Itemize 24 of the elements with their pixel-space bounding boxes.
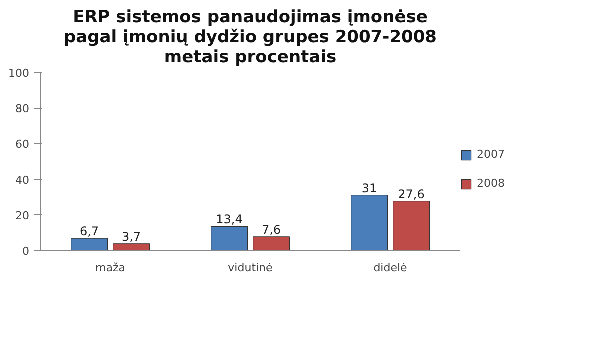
legend-label: 2008 bbox=[477, 177, 505, 190]
chart-title: ERP sistemos panaudojimas įmonėse pagal įmonių dydžio grupes 2007-2008 metais procentais bbox=[64, 8, 438, 68]
x-tick-label: vidutinė bbox=[228, 262, 274, 274]
data-label: 13,4 bbox=[216, 212, 243, 227]
x-tick-label: maža bbox=[96, 262, 126, 274]
y-tick-label: 80 bbox=[16, 102, 30, 116]
y-tick-label: 0 bbox=[22, 245, 30, 258]
legend-label: 2007 bbox=[477, 148, 505, 161]
bar bbox=[71, 238, 108, 250]
y-tick-label: 40 bbox=[16, 174, 30, 187]
bar bbox=[113, 244, 150, 250]
data-label: 27,6 bbox=[398, 187, 425, 202]
bar bbox=[211, 226, 248, 250]
bar bbox=[253, 236, 290, 250]
data-label: 31 bbox=[362, 181, 378, 196]
data-label: 7,6 bbox=[262, 222, 282, 237]
bar bbox=[393, 201, 430, 250]
data-label: 6,7 bbox=[80, 224, 100, 239]
bar bbox=[351, 195, 388, 250]
x-tick-label: didelė bbox=[374, 262, 408, 274]
y-tick-label: 60 bbox=[16, 138, 30, 152]
data-label: 3,7 bbox=[122, 230, 142, 244]
y-tick-label: 20 bbox=[16, 209, 30, 222]
y-tick-label: 100 bbox=[8, 67, 30, 80]
